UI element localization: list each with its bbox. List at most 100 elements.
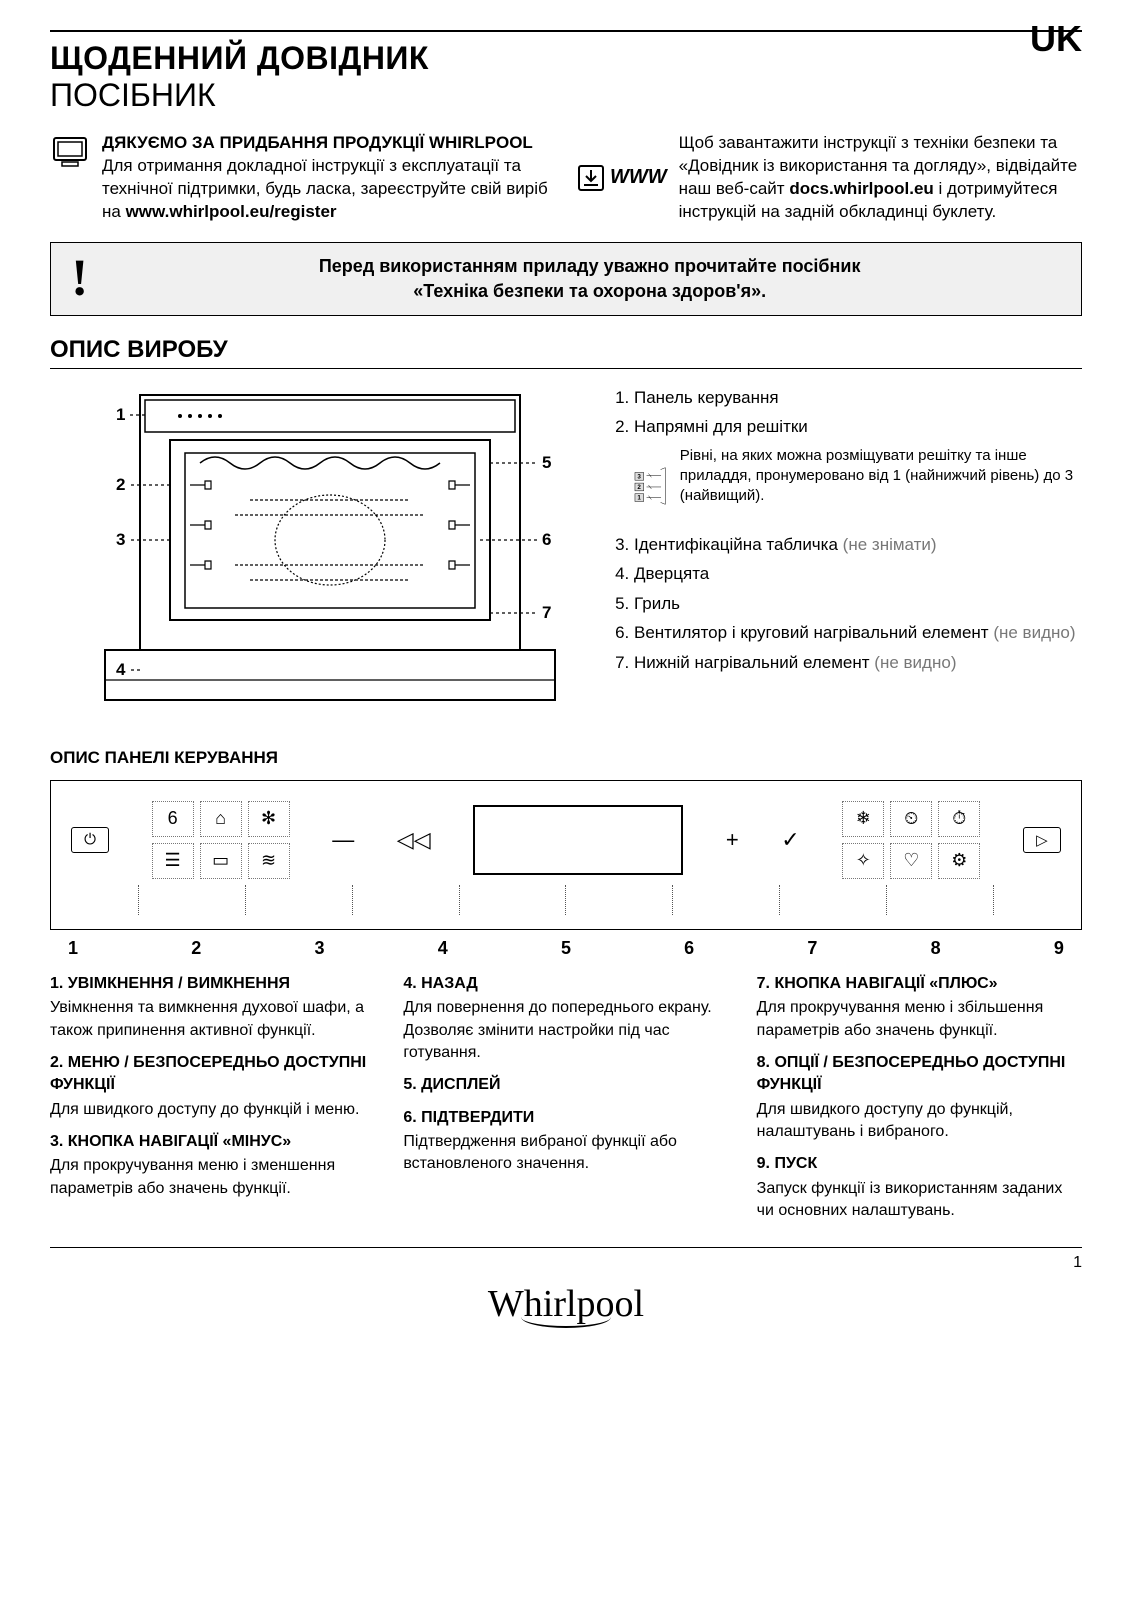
title-block: ЩОДЕННИЙ ДОВІДНИК ПОСІБНИК: [50, 40, 1082, 114]
diag-label-6: 6: [542, 530, 551, 549]
top-rule: [50, 30, 1082, 32]
warn-l1: Перед використанням приладу уважно прочи…: [319, 256, 861, 276]
desc-heading: 7. КНОПКА НАВІГАЦІЇ «ПЛЮС»: [757, 973, 1082, 995]
back-icon: ◁◁: [397, 827, 431, 853]
desc-body: Для прокручування меню і збільшення пара…: [757, 997, 1082, 1042]
pc-icon: [50, 132, 90, 224]
panel-desc-columns: 1. УВІМКНЕННЯ / ВИМКНЕННЯУвімкнення та в…: [50, 973, 1082, 1223]
panel-num: 2: [191, 938, 201, 959]
panel-num: 4: [438, 938, 448, 959]
legend-item: Вентилятор і круговий нагрівальний елеме…: [634, 620, 1082, 646]
intro-right-text: Щоб завантажити інструкції з техніки без…: [679, 132, 1082, 224]
panel-num: 9: [1054, 938, 1064, 959]
diag-label-3: 3: [116, 530, 125, 549]
panel-num: 8: [931, 938, 941, 959]
intro-right-link: docs.whirlpool.eu: [789, 179, 934, 198]
intro-left: ДЯКУЄМО ЗА ПРИДБАННЯ ПРОДУКЦІЇ WHIRLPOOL…: [50, 132, 556, 224]
desc-body: Запуск функції із використанням заданих …: [757, 1178, 1082, 1223]
diag-label-7: 7: [542, 603, 551, 622]
desc-body: Увімкнення та вимкнення духової шафи, а …: [50, 997, 375, 1042]
desc-heading: 6. ПІДТВЕРДИТИ: [403, 1107, 728, 1129]
panel-num: 1: [68, 938, 78, 959]
panel-heading: ОПИС ПАНЕЛІ КЕРУВАННЯ: [50, 748, 1082, 768]
bottom-rule: [50, 1247, 1082, 1248]
menu-func-icon: 6: [152, 801, 194, 837]
panel-num: 3: [314, 938, 324, 959]
desc-heading: 1. УВІМКНЕННЯ / ВИМКНЕННЯ: [50, 973, 375, 995]
legend-item: Напрямні для решітки321Рівні, на яких мо…: [634, 414, 1082, 526]
menu-func-icon: ☰: [152, 843, 194, 879]
option-func-icon: ⏲: [890, 801, 932, 837]
www-label: WWW: [610, 166, 667, 189]
option-func-icon: ✧: [842, 843, 884, 879]
intro-left-heading: ДЯКУЄМО ЗА ПРИДБАННЯ ПРОДУКЦІЇ WHIRLPOOL: [102, 133, 533, 152]
desc-body: Підтвердження вибраної функції або встан…: [403, 1131, 728, 1176]
warning-box: ! Перед використанням приладу уважно про…: [50, 242, 1082, 316]
title-line-1: ЩОДЕННИЙ ДОВІДНИК: [50, 40, 1082, 77]
desc-heading: 3. КНОПКА НАВІГАЦІЇ «МІНУС»: [50, 1131, 375, 1153]
menu-func-icon: ⌂: [200, 801, 242, 837]
menu-func-icon: ✻: [248, 801, 290, 837]
warn-l2: «Техніка безпеки та охорона здоров'я».: [413, 281, 766, 301]
www-icon: WWW: [576, 132, 667, 224]
option-function-grid: ❄⏲⏱ ✧♡⚙: [842, 801, 980, 879]
menu-function-grid: 6⌂✻ ☰▭≋: [152, 801, 290, 879]
panel-row: ⏻ 6⌂✻ ☰▭≋ — ◁◁ + ✓ ❄⏲⏱ ✧♡⚙ ▷: [71, 801, 1061, 879]
section-product-desc: ОПИС ВИРОБУ: [50, 336, 1082, 369]
warning-text: Перед використанням приладу уважно прочи…: [118, 254, 1061, 304]
desc-body: Для повернення до попереднього екрану. Д…: [403, 997, 728, 1064]
menu-func-icon: ▭: [200, 843, 242, 879]
menu-func-icon: ≋: [248, 843, 290, 879]
start-button-icon: ▷: [1023, 827, 1061, 853]
option-func-icon: ⚙: [938, 843, 980, 879]
desc-body: Для швидкого доступу до функцій, налашту…: [757, 1099, 1082, 1144]
desc-heading: 5. ДИСПЛЕЙ: [403, 1074, 728, 1096]
title-line-2: ПОСІБНИК: [50, 77, 1082, 114]
minus-icon: —: [332, 827, 354, 853]
svg-text:2: 2: [637, 484, 641, 491]
product-legend: Панель керуванняНапрямні для решітки321Р…: [610, 385, 1082, 730]
intro-right: WWW Щоб завантажити інструкції з техніки…: [576, 132, 1082, 224]
panel-number-row: 1 2 3 4 5 6 7 8 9: [50, 938, 1082, 959]
desc-body: Для прокручування меню і зменшення парам…: [50, 1155, 375, 1200]
power-button-icon: ⏻: [71, 827, 109, 853]
desc-heading: 9. ПУСК: [757, 1153, 1082, 1175]
exclamation-icon: !: [71, 253, 88, 305]
desc-heading: 8. ОПЦІЇ / БЕЗПОСЕРЕДНЬО ДОСТУПНІ ФУНКЦІ…: [757, 1052, 1082, 1097]
desc-heading: 2. МЕНЮ / БЕЗПОСЕРЕДНЬО ДОСТУПНІ ФУНКЦІЇ: [50, 1052, 375, 1097]
intro-row: ДЯКУЄМО ЗА ПРИДБАННЯ ПРОДУКЦІЇ WHIRLPOOL…: [50, 132, 1082, 224]
diag-label-2: 2: [116, 475, 125, 494]
legend-item: Панель керування: [634, 385, 1082, 411]
page-number: 1: [50, 1254, 1082, 1272]
desc-column: 4. НАЗАДДля повернення до попереднього е…: [403, 973, 728, 1223]
option-func-icon: ⏱: [938, 801, 980, 837]
desc-column: 7. КНОПКА НАВІГАЦІЇ «ПЛЮС»Для прокручува…: [757, 973, 1082, 1223]
option-func-icon: ❄: [842, 801, 884, 837]
panel-num: 7: [807, 938, 817, 959]
ok-icon: ✓: [781, 827, 799, 853]
svg-text:3: 3: [637, 473, 641, 480]
legend-list: Панель керуванняНапрямні для решітки321Р…: [610, 385, 1082, 676]
option-func-icon: ♡: [890, 843, 932, 879]
language-tag: UK: [1030, 18, 1082, 60]
legend-item: Нижній нагрівальний елемент (не видно): [634, 650, 1082, 676]
desc-column: 1. УВІМКНЕННЯ / ВИМКНЕННЯУвімкнення та в…: [50, 973, 375, 1223]
diag-label-4: 4: [116, 660, 126, 679]
panel-num: 5: [561, 938, 571, 959]
diag-label-5: 5: [542, 453, 551, 472]
intro-left-text: ДЯКУЄМО ЗА ПРИДБАННЯ ПРОДУКЦІЇ WHIRLPOOL…: [102, 132, 556, 224]
intro-left-link: www.whirlpool.eu/register: [126, 202, 337, 221]
product-row: 1 2 3 4 5 6 7 Панель керуванняНапрямні д…: [50, 385, 1082, 730]
display-outline: [473, 805, 683, 875]
manual-page: UK ЩОДЕННИЙ ДОВІДНИК ПОСІБНИК ДЯКУЄМО ЗА…: [0, 0, 1132, 1600]
legend-item: Гриль: [634, 591, 1082, 617]
diag-label-1: 1: [116, 405, 125, 424]
control-panel-diagram: ⏻ 6⌂✻ ☰▭≋ — ◁◁ + ✓ ❄⏲⏱ ✧♡⚙ ▷: [50, 780, 1082, 930]
shelf-inset: 321Рівні, на яких можна розміщувати реші…: [634, 446, 1082, 526]
brand-logo: Whirlpool: [50, 1282, 1082, 1326]
plus-icon: +: [726, 827, 739, 853]
oven-diagram: 1 2 3 4 5 6 7: [50, 385, 580, 730]
svg-text:1: 1: [637, 494, 641, 501]
panel-num: 6: [684, 938, 694, 959]
desc-body: Для швидкого доступу до функцій і меню.: [50, 1099, 375, 1121]
